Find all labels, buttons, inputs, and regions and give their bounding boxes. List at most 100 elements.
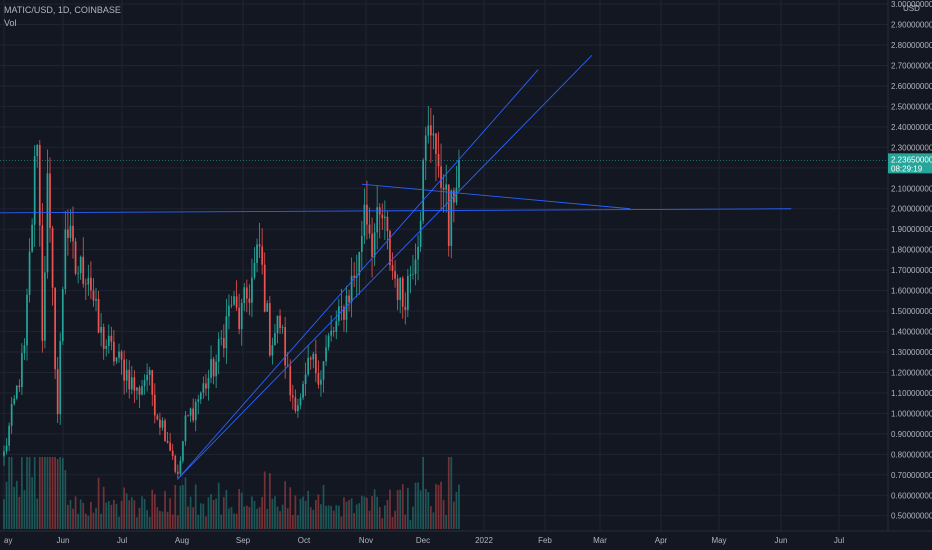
volume-bar [166, 511, 169, 529]
candle-body [59, 341, 62, 415]
candle-body [33, 156, 36, 225]
candle-body [399, 278, 402, 301]
volume-indicator-label[interactable]: Vol [4, 18, 17, 28]
volume-bar [368, 510, 371, 529]
candle-body [409, 274, 412, 276]
price-tick-label: 2.50000000 [891, 102, 932, 111]
candle-body [435, 133, 437, 155]
volume-bar [13, 486, 16, 529]
candle-body [3, 451, 5, 457]
volume-bar [210, 493, 212, 529]
volume-bar [205, 516, 207, 529]
volume-bar [182, 484, 184, 529]
volume-bar [376, 496, 379, 529]
volume-bar [51, 457, 54, 529]
symbol-info[interactable]: MATIC/USD, 1D, COINBASE [4, 5, 121, 15]
volume-bar [404, 514, 407, 529]
candle-body [376, 207, 379, 233]
candle-body [46, 173, 49, 273]
volume-bar [44, 457, 46, 529]
candle-body [263, 264, 266, 312]
volume-bar [215, 498, 217, 529]
candle-body [21, 353, 23, 388]
candle-body [248, 298, 251, 303]
candle-body [84, 283, 87, 285]
price-tick-label: 2.00000000 [891, 205, 932, 214]
volume-bar [179, 485, 182, 529]
volume-bar [396, 490, 399, 529]
volume-bar [79, 499, 82, 529]
candle-body [424, 135, 427, 161]
candle-body [115, 357, 118, 362]
candle-body [348, 295, 350, 302]
volume-bar [327, 505, 330, 529]
volume-bar [161, 511, 164, 529]
candle-body [110, 335, 113, 342]
candle-body [233, 296, 235, 305]
candle-body [235, 296, 238, 308]
volume-bar [164, 490, 166, 529]
candle-body [182, 441, 184, 461]
candle-body [297, 405, 299, 412]
candle-body [417, 246, 419, 260]
candle-body [87, 277, 90, 285]
candle-body [335, 320, 338, 332]
volume-bar [38, 457, 41, 529]
candle-body [358, 251, 361, 276]
candle-body [28, 251, 31, 295]
price-tick-label: 1.80000000 [891, 246, 932, 255]
volume-bar [284, 481, 287, 529]
candle-body [192, 408, 194, 421]
candle-body [281, 327, 284, 329]
candle-body [442, 187, 445, 190]
price-tick-label: 1.20000000 [891, 368, 932, 377]
volume-bar [383, 505, 386, 529]
volume-bar [230, 507, 233, 529]
candle-body [189, 408, 192, 416]
candle-body [161, 420, 164, 428]
price-tick-label: 1.90000000 [891, 225, 932, 234]
price-tick-label: 2.40000000 [891, 123, 932, 132]
trendline [177, 54, 593, 480]
price-tick-label: 1.40000000 [891, 328, 932, 337]
candle-body [128, 369, 131, 390]
volume-bar [394, 510, 396, 529]
volume-bars [3, 457, 460, 529]
price-tick-label: 2.70000000 [891, 61, 932, 70]
time-tick-label: Oct [298, 536, 311, 545]
time-axis[interactable]: ay Jun Jul Aug Sep Oct Nov Dec 2022 Feb Mar Apr May J… [0, 530, 932, 545]
volume-bar [458, 484, 460, 529]
volume-bar [343, 497, 345, 529]
time-tick-label: 2022 [475, 536, 493, 545]
candle-body [31, 224, 33, 252]
candle-body [243, 287, 246, 303]
volume-bar [251, 496, 253, 529]
volume-bar [84, 513, 87, 529]
volume-bar [422, 457, 425, 529]
candle-body [176, 471, 179, 474]
candle-body [113, 341, 115, 362]
candle-body [207, 377, 210, 389]
last-price-value: 2.23650000 [891, 155, 932, 164]
price-tick-label: 2.30000000 [891, 143, 932, 152]
price-tick-label: 0.60000000 [891, 491, 932, 500]
volume-bar [353, 512, 356, 529]
volume-bar [146, 510, 148, 529]
candle-body [427, 125, 430, 136]
volume-bar [430, 506, 432, 529]
time-tick-label: Nov [359, 536, 373, 545]
time-tick-label: Aug [175, 536, 189, 545]
price-tick-label: 2.60000000 [891, 82, 932, 91]
volume-bar [5, 481, 8, 529]
volume-bar [453, 501, 455, 529]
time-tick-label: May [711, 536, 726, 545]
volume-bar [225, 490, 228, 529]
volume-bar [26, 457, 28, 529]
volume-bar [107, 500, 110, 529]
candle-body [256, 244, 258, 263]
volume-bar [314, 500, 317, 529]
volume-bar [427, 492, 430, 529]
volume-bar [8, 457, 10, 529]
volume-bar [64, 470, 67, 529]
